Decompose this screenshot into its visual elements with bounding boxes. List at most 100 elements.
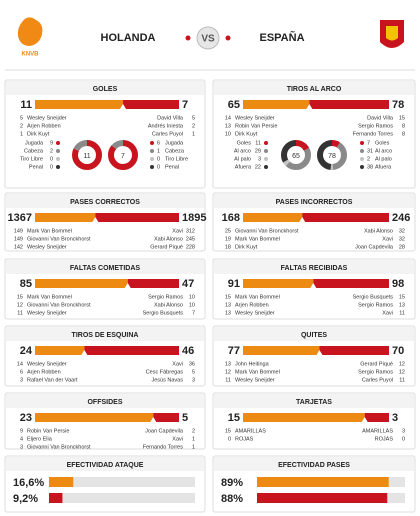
- panel-title-bg: [214, 81, 414, 95]
- bar-left: [35, 279, 128, 288]
- panel-title-bg: [6, 194, 204, 208]
- team-right: ESPAÑA: [259, 31, 304, 44]
- legend-dot: [56, 141, 60, 145]
- bar-right: [84, 346, 179, 355]
- player-name: Sergio Busquets: [353, 294, 394, 300]
- bar-right: [313, 279, 389, 288]
- player-name: Robin Van Persie: [27, 428, 69, 434]
- team-left: HOLANDA: [101, 32, 156, 44]
- legend-dot: [360, 157, 364, 161]
- legend-dot: [360, 165, 364, 169]
- value-right: 7: [182, 99, 188, 111]
- player-name: Wesley Sneijder: [27, 361, 67, 367]
- player-count: 1: [192, 444, 195, 450]
- header: KNVB HOLANDA VS ESPAÑA: [5, 17, 415, 71]
- bar-right: [127, 279, 179, 288]
- panel-title-bg: [6, 81, 204, 95]
- player-count: 2: [20, 123, 23, 129]
- player-name: Mark Van Bommel: [235, 369, 280, 375]
- knvb-lion: [17, 17, 43, 46]
- percent-label: 16,6%: [13, 477, 44, 489]
- breakdown-label: Jugada: [25, 140, 44, 146]
- breakdown-label: Afuera: [375, 164, 392, 170]
- player-count: 36: [189, 361, 195, 367]
- player-name: Wesley Sneijder: [27, 244, 67, 250]
- legend-dot: [360, 149, 364, 153]
- player-name: Giovanni Van Bronckhorst: [27, 302, 91, 308]
- player-count: 9: [20, 428, 23, 434]
- panel-title: TIROS DE ESQUINA: [72, 332, 139, 339]
- breakdown-label: Goles: [375, 140, 390, 146]
- bar: [49, 493, 63, 503]
- player-name: Giovanni Van Bronckhorst: [27, 236, 91, 242]
- breakdown-value: 22: [255, 164, 261, 170]
- player-name: Dirk Kuyt: [235, 244, 258, 250]
- player-name: Dirk Kuyt: [27, 131, 50, 137]
- player-count: 3: [402, 428, 405, 434]
- breakdown-value: 0: [157, 156, 160, 162]
- player-name: AMARILLAS: [235, 428, 266, 434]
- bar-left: [243, 213, 303, 222]
- bar-left: [35, 413, 154, 422]
- panel-title: QUITES: [301, 332, 327, 339]
- player-name: Dirk Kuyt: [235, 131, 258, 137]
- panel-title-bg: [214, 260, 414, 274]
- player-name: Fernando Torres: [143, 444, 184, 450]
- player-name: Rafael Van der Vaart: [27, 377, 78, 383]
- panel-title: EFECTIVIDAD ATAQUE: [67, 462, 144, 469]
- donut-total: 78: [328, 153, 336, 160]
- bar-track: [49, 493, 195, 503]
- player-count: 149: [14, 228, 23, 234]
- value-left: 77: [228, 345, 240, 357]
- panel-title: PASES CORRECTOS: [70, 199, 140, 206]
- legend-dot: [56, 165, 60, 169]
- player-count: 15: [225, 428, 231, 434]
- player-count: 1: [192, 131, 195, 137]
- player-name: Wesley Sneijder: [27, 115, 67, 121]
- donut-total: 11: [83, 153, 90, 160]
- breakdown-label: Al palo: [234, 156, 251, 162]
- split-marker: [120, 104, 126, 109]
- player-name: Arjen Robben: [235, 302, 269, 308]
- player-count: 6: [20, 369, 23, 375]
- player-count: 13: [225, 310, 231, 316]
- breakdown-value: 7: [367, 140, 370, 146]
- player-count: 8: [402, 131, 405, 137]
- value-right: 46: [182, 345, 194, 357]
- player-count: 149: [14, 236, 23, 242]
- player-name: Arjen Robben: [27, 123, 61, 129]
- player-count: 15: [225, 294, 231, 300]
- player-count: 142: [14, 244, 23, 250]
- bar-right: [95, 213, 179, 222]
- bar: [257, 493, 388, 503]
- player-count: 312: [186, 228, 195, 234]
- player-count: 14: [225, 115, 231, 121]
- split-marker: [81, 350, 88, 355]
- player-count: 13: [399, 302, 405, 308]
- player-name: Xavi: [172, 228, 183, 234]
- donut-segment: [317, 140, 347, 170]
- breakdown-label: Al palo: [375, 156, 392, 162]
- breakdown-value: 6: [157, 140, 160, 146]
- bar-right: [302, 213, 389, 222]
- legend-dot: [360, 141, 364, 145]
- breakdown-value: 2: [50, 148, 53, 154]
- breakdown-label: Cabeza: [24, 148, 44, 154]
- player-count: 15: [399, 115, 405, 121]
- value-right: 98: [392, 278, 404, 290]
- player-count: 12: [399, 369, 405, 375]
- player-count: 1: [20, 131, 23, 137]
- player-count: 19: [225, 236, 231, 242]
- player-count: 12: [225, 369, 231, 375]
- bar-left: [35, 346, 85, 355]
- player-name: Sergio Ramos: [358, 123, 393, 129]
- panel-title: TARJETAS: [296, 399, 332, 406]
- legend-dot: [150, 157, 154, 161]
- player-name: David Villa: [157, 115, 184, 121]
- player-name: Jesús Navas: [152, 377, 184, 383]
- player-name: Xabi Alonso: [154, 302, 183, 308]
- player-count: 0: [402, 436, 405, 442]
- player-name: Eljero Elia: [27, 436, 53, 442]
- bar-left: [243, 279, 314, 288]
- split-marker: [299, 217, 306, 222]
